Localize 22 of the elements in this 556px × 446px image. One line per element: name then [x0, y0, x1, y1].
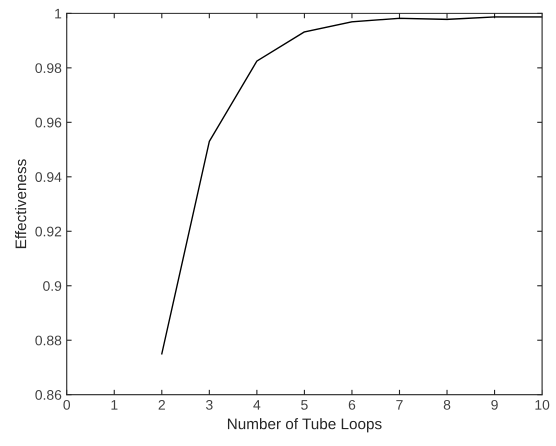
x-tick-label: 5 — [301, 400, 308, 410]
y-tick-label: 0.92 — [35, 226, 62, 236]
x-tick-label: 1 — [111, 400, 118, 410]
x-tick-label: 0 — [63, 400, 70, 410]
y-tick-label: 0.9 — [43, 281, 62, 291]
x-axis-title: Number of Tube Loops — [228, 418, 382, 432]
y-tick-label: 1 — [55, 8, 62, 18]
x-tick-label: 6 — [348, 400, 356, 410]
y-axis-title: Effectiveness — [15, 159, 26, 248]
y-tick-label: 0.96 — [35, 118, 62, 128]
x-tick-label: 3 — [206, 400, 213, 410]
x-tick-label: 7 — [396, 400, 403, 410]
x-tick-label: 9 — [491, 400, 498, 410]
y-tick-label: 0.98 — [35, 63, 62, 74]
y-tick-label: 0.88 — [35, 336, 62, 346]
y-tick-label: 0.86 — [35, 390, 62, 400]
x-tick-label: 8 — [444, 400, 450, 410]
x-tick-label: 4 — [253, 400, 260, 410]
x-tick-label: 10 — [535, 400, 550, 410]
y-tick-label: 0.94 — [35, 172, 62, 182]
x-tick-label: 2 — [158, 400, 165, 410]
line-series — [161, 16, 542, 355]
